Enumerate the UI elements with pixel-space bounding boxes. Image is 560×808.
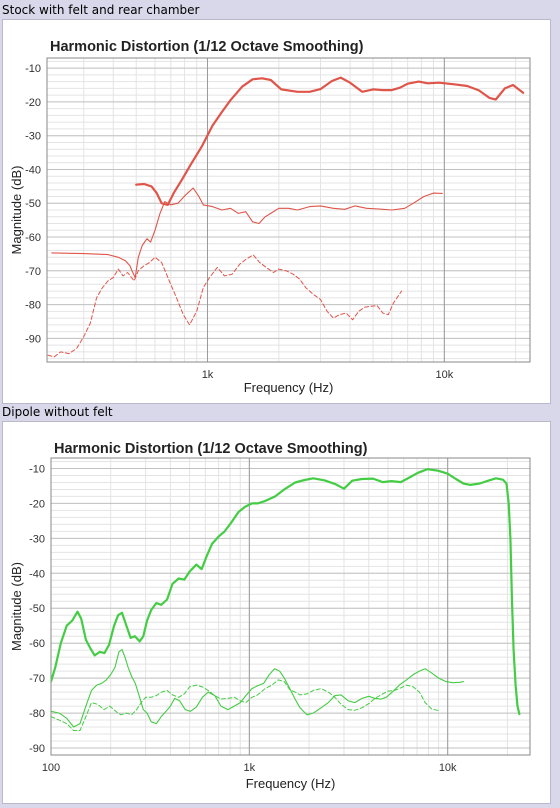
y-tick-label: -40 — [25, 164, 41, 176]
y-tick-label: -50 — [25, 198, 41, 210]
series-group — [47, 76, 525, 358]
harmonic-distortion-chart-1: Harmonic Distortion (1/12 Octave Smoothi… — [9, 39, 531, 395]
series-line-3 — [51, 679, 440, 731]
y-tick-label: -20 — [29, 498, 45, 510]
series-line-3 — [47, 254, 403, 358]
y-tick-label: -40 — [29, 568, 45, 580]
y-tick-label: -50 — [29, 603, 45, 615]
x-axis-label: Frequency (Hz) — [244, 380, 334, 395]
series-line-2 — [51, 187, 443, 279]
x-tick-label: 10k — [439, 762, 457, 774]
y-tick-label: -20 — [25, 97, 41, 109]
grid — [50, 458, 530, 756]
chart-2-caption: Dipole without felt — [2, 405, 113, 419]
y-tick-label: -60 — [25, 232, 41, 244]
series-line-1 — [135, 76, 525, 206]
series-line-1 — [51, 468, 521, 716]
y-tick-label: -90 — [25, 333, 41, 345]
y-axis-label: Magnitude (dB) — [9, 166, 24, 255]
plot-frame — [50, 457, 531, 756]
y-tick-label: -80 — [29, 708, 45, 720]
grid — [47, 58, 530, 362]
y-tick-label: -70 — [29, 673, 45, 685]
y-tick-label: -10 — [25, 63, 41, 75]
y-tick-label: -90 — [29, 743, 45, 755]
y-tick-label: -10 — [29, 463, 45, 475]
chart-2-panel: Harmonic Distortion (1/12 Octave Smoothi… — [2, 421, 551, 804]
y-tick-label: -30 — [29, 533, 45, 545]
y-tick-label: -60 — [29, 638, 45, 650]
y-tick-label: -70 — [25, 266, 41, 278]
x-axis-label: Frequency (Hz) — [246, 776, 336, 791]
y-tick-label: -30 — [25, 131, 41, 143]
x-tick-label: 100 — [42, 762, 60, 774]
x-tick-label: 10k — [435, 369, 453, 381]
chart-1-caption: Stock with felt and rear chamber — [2, 3, 200, 17]
y-axis-label: Magnitude (dB) — [9, 562, 24, 651]
x-tick-label: 1k — [202, 369, 214, 381]
chart-1-panel: Harmonic Distortion (1/12 Octave Smoothi… — [2, 19, 551, 404]
chart-title: Harmonic Distortion (1/12 Octave Smoothi… — [54, 441, 368, 457]
plot-frame — [46, 57, 531, 363]
chart-title: Harmonic Distortion (1/12 Octave Smoothi… — [50, 39, 364, 55]
y-tick-label: -80 — [25, 300, 41, 312]
harmonic-distortion-chart-2: Harmonic Distortion (1/12 Octave Smoothi… — [9, 441, 531, 791]
series-line-2 — [51, 648, 464, 728]
series-group — [51, 468, 521, 731]
x-tick-label: 1k — [244, 762, 256, 774]
